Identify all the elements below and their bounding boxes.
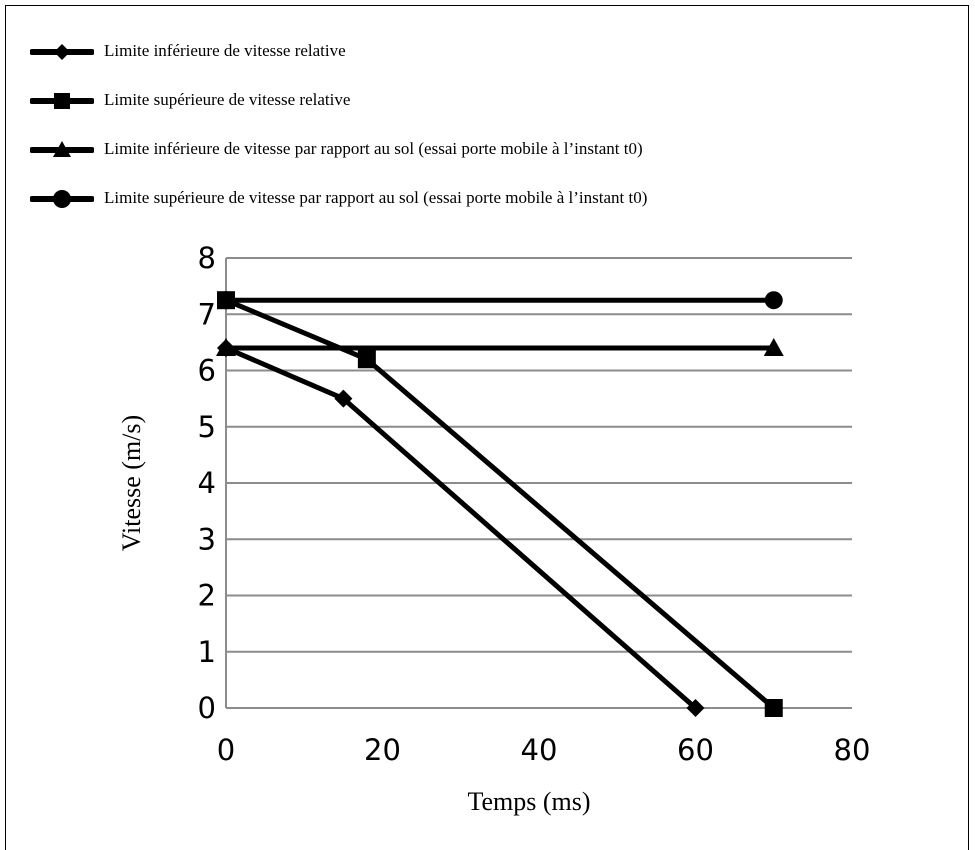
legend-item-lower-ground: Limite inférieure de vitesse par rapport… (30, 136, 930, 166)
legend-diamond-marker-icon (30, 44, 94, 60)
y-tick-label: 1 (198, 635, 216, 669)
legend-square-marker-icon (30, 93, 94, 109)
y-tick-label: 0 (198, 691, 216, 725)
diamond-point (686, 699, 705, 717)
x-tick-label: 20 (364, 733, 401, 767)
y-tick-label: 8 (198, 241, 216, 275)
legend-item-upper-ground: Limite supérieure de vitesse par rapport… (30, 185, 930, 215)
figure-frame (5, 5, 969, 850)
legend-item-upper-relative: Limite supérieure de vitesse relative (30, 87, 930, 117)
legend-label: Limite supérieure de vitesse par rapport… (104, 188, 648, 207)
triangle-point (763, 338, 784, 356)
y-tick-label: 7 (198, 297, 216, 331)
x-tick-label: 80 (834, 733, 871, 767)
y-tick-label: 5 (198, 410, 216, 444)
x-tick-label: 60 (677, 733, 714, 767)
x-axis-title: Temps (ms) (467, 787, 590, 816)
triangle-point (216, 338, 236, 356)
y-axis-title: Vitesse (m/s) (117, 415, 146, 551)
circle-point (764, 291, 783, 310)
y-tick-label: 3 (198, 522, 216, 556)
y-tick-label: 6 (198, 354, 216, 388)
legend-label: Limite supérieure de vitesse relative (104, 90, 351, 109)
diamond-point (334, 389, 353, 408)
x-tick-label: 0 (217, 733, 235, 767)
x-tick-label: 40 (521, 733, 558, 767)
legend-triangle-marker-icon (30, 141, 94, 157)
series-line-square (225, 297, 776, 710)
legend-label: Limite inférieure de vitesse par rapport… (104, 139, 643, 158)
circle-point (217, 291, 235, 310)
y-tick-label: 2 (198, 579, 216, 613)
legend-circle-marker-icon (30, 190, 94, 208)
square-point (764, 699, 783, 717)
series-line-diamond (225, 345, 698, 710)
legend-item-lower-relative: Limite inférieure de vitesse relative (30, 38, 930, 68)
square-point (357, 350, 376, 369)
legend-label: Limite inférieure de vitesse relative (104, 41, 346, 60)
y-tick-label: 4 (198, 466, 216, 500)
